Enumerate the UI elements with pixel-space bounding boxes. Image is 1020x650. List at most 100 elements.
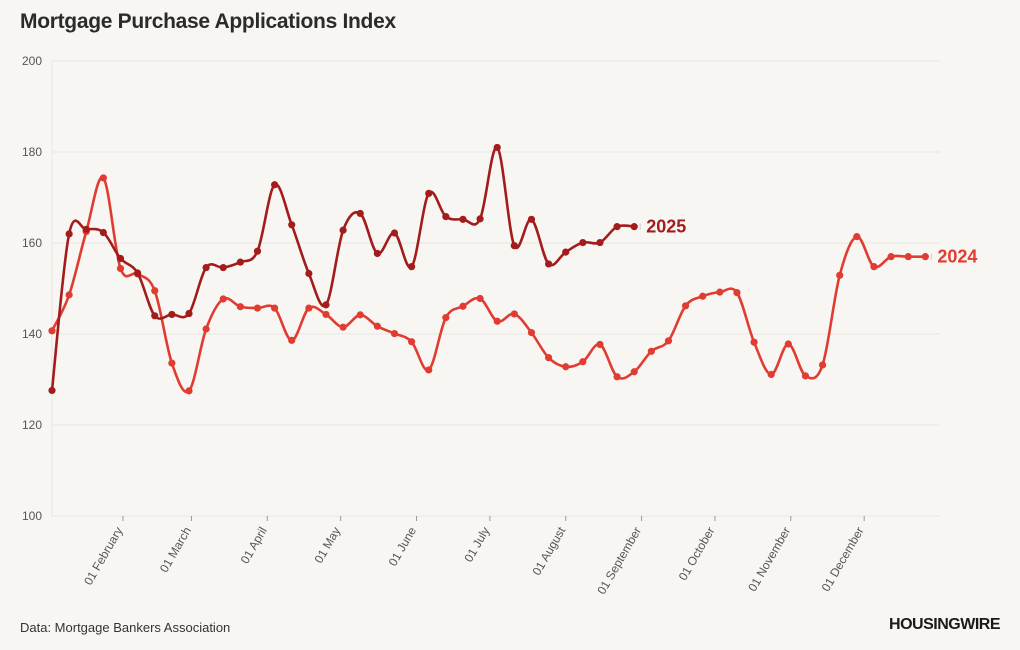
point-2024[interactable] — [733, 288, 741, 297]
x-tick-label: 01 October — [676, 525, 718, 583]
point-2024[interactable] — [151, 287, 159, 295]
series-label-2025: 2025 — [646, 217, 686, 237]
point-2024[interactable] — [836, 271, 844, 279]
point-2024[interactable] — [305, 304, 313, 312]
point-2024[interactable] — [801, 372, 810, 380]
point-2025[interactable] — [253, 247, 262, 255]
point-2025[interactable] — [65, 230, 73, 238]
point-2024[interactable] — [750, 338, 758, 346]
point-2024[interactable] — [390, 329, 399, 338]
x-tick-label: 01 August — [529, 524, 568, 578]
point-2024[interactable] — [288, 336, 296, 344]
point-2025[interactable] — [339, 226, 347, 234]
point-2024[interactable] — [596, 340, 604, 349]
y-tick-label: 140 — [22, 327, 42, 341]
point-2024[interactable] — [544, 354, 553, 362]
point-2024[interactable] — [767, 370, 775, 379]
point-2025[interactable] — [425, 189, 433, 198]
point-2024[interactable] — [562, 363, 570, 371]
point-2025[interactable] — [202, 263, 210, 272]
point-2024[interactable] — [784, 340, 792, 348]
point-2024[interactable] — [921, 253, 929, 261]
x-tick-label: 01 May — [311, 525, 343, 566]
x-tick-label: 01 June — [386, 524, 420, 568]
point-2025[interactable] — [596, 238, 604, 247]
series-label-2024: 2024 — [937, 247, 977, 267]
x-tick-label: 01 December — [819, 525, 867, 594]
point-2024[interactable] — [236, 303, 244, 311]
point-2024[interactable] — [510, 310, 518, 318]
point-2025[interactable] — [185, 309, 193, 318]
point-2024[interactable] — [527, 329, 536, 337]
point-2025[interactable] — [134, 269, 142, 277]
point-2024[interactable] — [339, 323, 347, 331]
point-2024[interactable] — [904, 253, 912, 261]
series-labels: 2024 2025 — [639, 217, 977, 267]
point-2024[interactable] — [699, 292, 707, 300]
point-2024[interactable] — [425, 366, 433, 374]
y-tick-label: 100 — [22, 509, 42, 523]
point-2024[interactable] — [356, 311, 364, 319]
point-2025[interactable] — [116, 254, 125, 263]
point-2024[interactable] — [647, 347, 655, 355]
point-2024[interactable] — [253, 304, 262, 312]
point-2025[interactable] — [562, 248, 570, 256]
point-2025[interactable] — [356, 209, 364, 218]
point-2024[interactable] — [48, 327, 56, 335]
x-tick-label: 01 September — [594, 525, 644, 597]
point-2025[interactable] — [82, 225, 90, 233]
point-2024[interactable] — [202, 325, 210, 333]
point-2025[interactable] — [510, 242, 518, 250]
point-2025[interactable] — [459, 215, 467, 223]
line-2024 — [50, 176, 926, 394]
point-2024[interactable] — [664, 337, 673, 345]
point-2024[interactable] — [476, 294, 484, 303]
point-2025[interactable] — [271, 181, 279, 189]
point-2025[interactable] — [476, 215, 484, 223]
point-2024[interactable] — [459, 302, 467, 310]
point-2025[interactable] — [288, 221, 296, 229]
point-2025[interactable] — [442, 213, 450, 221]
point-2024[interactable] — [853, 233, 861, 241]
point-2024[interactable] — [493, 317, 501, 325]
point-2025[interactable] — [613, 223, 621, 231]
point-2025[interactable] — [373, 249, 381, 258]
point-2025[interactable] — [48, 386, 56, 395]
point-2025[interactable] — [168, 310, 176, 319]
point-2024[interactable] — [373, 322, 381, 330]
housingwire-logo[interactable]: HOUSINGWIRE — [889, 616, 1000, 633]
point-2024[interactable] — [818, 361, 827, 369]
point-2024[interactable] — [887, 253, 895, 261]
point-2024[interactable] — [408, 338, 416, 346]
point-2024[interactable] — [870, 263, 878, 271]
point-2025[interactable] — [408, 263, 416, 271]
y-tick-label: 180 — [22, 145, 42, 159]
point-2024[interactable] — [219, 295, 227, 303]
point-2024[interactable] — [630, 368, 638, 376]
point-2024[interactable] — [99, 174, 107, 182]
point-2025[interactable] — [99, 228, 107, 237]
point-2024[interactable] — [271, 304, 279, 312]
point-2025[interactable] — [390, 229, 399, 237]
point-2025[interactable] — [579, 238, 587, 247]
point-2024[interactable] — [716, 288, 724, 296]
point-2024[interactable] — [579, 358, 587, 366]
point-2024[interactable] — [442, 314, 450, 322]
point-2025[interactable] — [322, 301, 330, 309]
point-2025[interactable] — [151, 312, 159, 320]
point-2024[interactable] — [322, 310, 330, 319]
point-2024[interactable] — [185, 387, 193, 395]
point-2025[interactable] — [305, 269, 313, 278]
point-2024[interactable] — [65, 291, 73, 299]
point-2024[interactable] — [168, 359, 176, 367]
point-2025[interactable] — [493, 143, 501, 152]
point-2025[interactable] — [236, 258, 244, 266]
y-tick-label: 200 — [22, 54, 42, 68]
point-2025[interactable] — [630, 223, 638, 231]
point-2024[interactable] — [613, 373, 621, 381]
point-2024[interactable] — [681, 302, 690, 310]
point-2025[interactable] — [544, 260, 553, 268]
point-2025[interactable] — [219, 263, 227, 272]
point-2025[interactable] — [527, 215, 536, 223]
point-2024[interactable] — [116, 264, 125, 273]
